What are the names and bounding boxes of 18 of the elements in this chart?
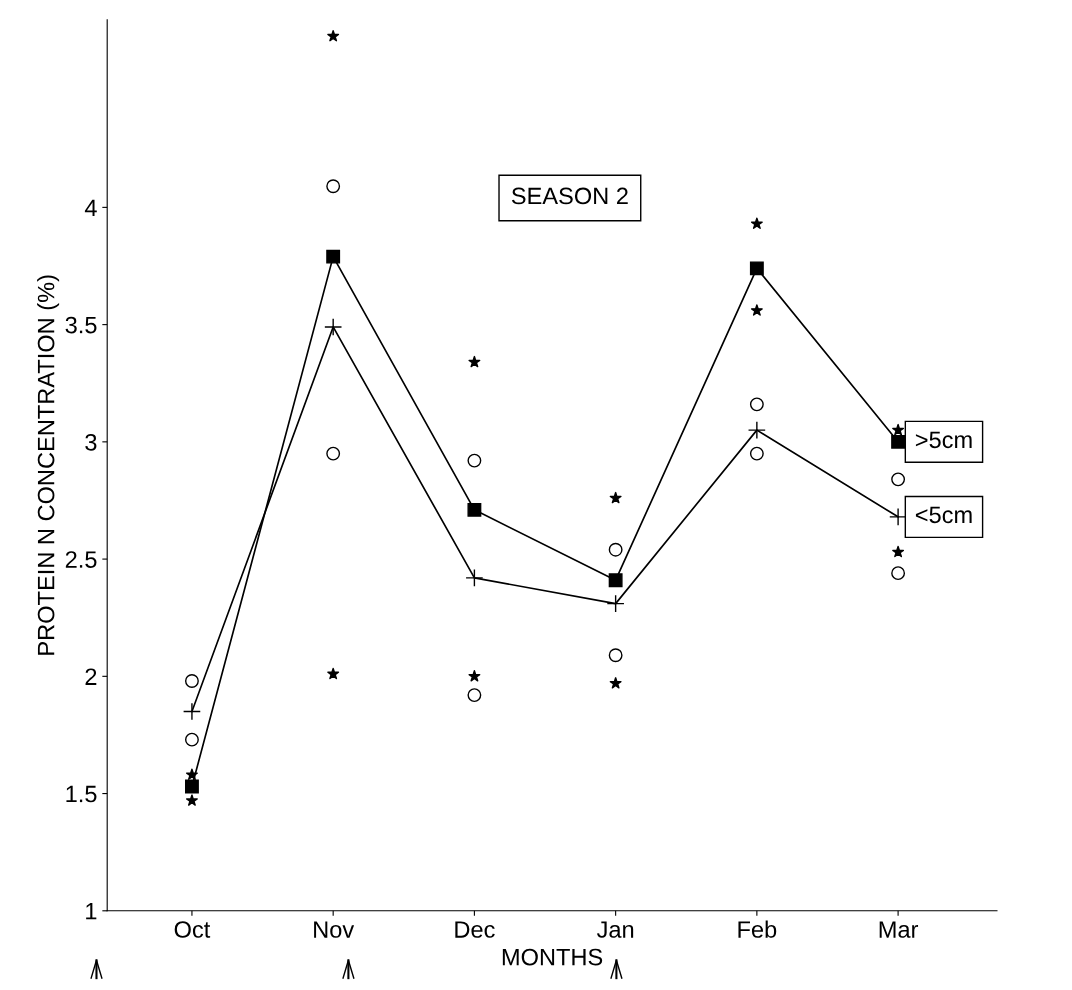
y-tick-label: 1.5	[66, 785, 97, 803]
y-tick-label: 2	[85, 668, 97, 685]
series-label: <5cm	[915, 506, 972, 524]
y-axis-title: PROTEIN N CONCENTRATION (%)	[37, 275, 60, 655]
y-tick-label: 3.5	[65, 316, 97, 334]
series-label: >5cm	[915, 431, 972, 449]
y-tick-label: 2.5	[65, 551, 97, 568]
x-tick-label: Oct	[174, 921, 211, 938]
y-tick-label: 3	[85, 433, 97, 451]
x-tick-label: Mar	[879, 921, 919, 938]
annotation: SEASON 2	[511, 187, 628, 205]
x-tick-label: Nov	[314, 921, 355, 938]
y-tick-label: 4	[84, 199, 97, 216]
x-tick-label: Dec	[455, 921, 495, 938]
x-axis-title: MONTHS	[502, 948, 603, 966]
x-tick-label: Jan	[596, 921, 634, 938]
x-tick-label: Feb	[738, 920, 777, 938]
y-tick-label: 1	[86, 903, 97, 920]
